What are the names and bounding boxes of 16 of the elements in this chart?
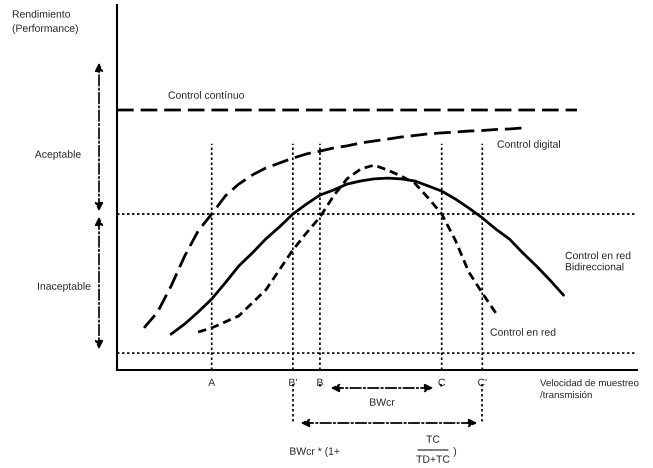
text: TD+TC [416, 455, 450, 463]
text: BWcr [370, 398, 395, 406]
text: Aceptable [34, 150, 81, 160]
text: TC [426, 435, 440, 443]
x-tick-label: B' [289, 378, 297, 386]
x-axis-title: Velocidad de muestreo /transmisión [540, 379, 638, 398]
series-label: Control en red [490, 328, 556, 336]
series-label: Control digital [498, 140, 560, 150]
text: BWcr * (1+ [290, 447, 340, 457]
x-tick-label: A [208, 378, 216, 386]
x-tick-label: B [317, 378, 323, 386]
text: ) [453, 447, 456, 457]
text: Inaceptable [38, 282, 90, 292]
series-label: Control contínuo [168, 91, 244, 99]
series-label: Control en red Bidireccional [566, 252, 630, 270]
text: Rendimiento (Performance) [12, 10, 78, 34]
